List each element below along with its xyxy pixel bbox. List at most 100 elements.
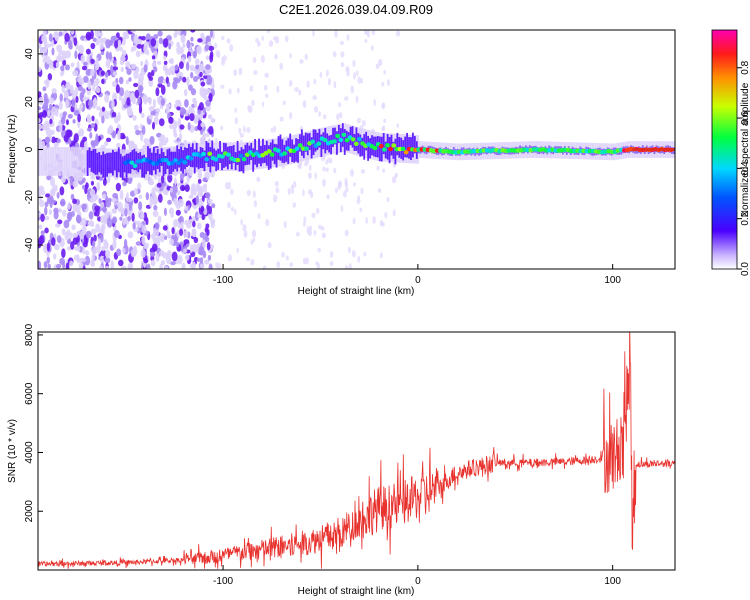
ridge-point xyxy=(322,137,328,143)
ridge-core xyxy=(380,136,383,162)
noise-blob xyxy=(174,30,178,36)
noise-blob xyxy=(288,80,293,87)
ridge-core xyxy=(98,151,101,173)
noise-blob xyxy=(168,116,174,124)
ridge-core xyxy=(406,132,408,158)
noise-blob xyxy=(159,263,163,269)
noise-blob xyxy=(87,99,94,108)
ridge-core xyxy=(378,136,381,162)
noise-blob xyxy=(276,261,281,268)
noise-blob xyxy=(99,265,104,269)
noise-blob xyxy=(90,68,95,77)
noise-blob xyxy=(340,204,344,213)
noise-blob xyxy=(98,198,102,204)
noise-blob xyxy=(187,84,193,91)
noise-blob xyxy=(302,100,307,109)
noise-blob xyxy=(94,78,100,85)
noise-blob xyxy=(69,232,73,239)
ridge-halo xyxy=(82,147,85,176)
ridge-core xyxy=(262,138,264,164)
noise-blob xyxy=(227,181,231,190)
ridge-core xyxy=(289,133,292,157)
noise-blob xyxy=(50,177,56,187)
noise-blob xyxy=(207,114,213,120)
noise-blob xyxy=(210,169,215,178)
noise-blob xyxy=(47,263,51,269)
ridge-core xyxy=(90,150,93,172)
ridge-halo xyxy=(54,147,57,176)
ridge-point xyxy=(235,157,241,163)
ridge-core xyxy=(367,135,370,161)
ridge-core xyxy=(121,156,124,181)
noise-blob xyxy=(128,201,133,212)
noise-blob xyxy=(153,205,158,211)
noise-blob xyxy=(133,188,138,196)
noise-blob xyxy=(78,128,85,137)
noise-blob xyxy=(46,110,51,117)
top-x-tick-label: 100 xyxy=(604,275,621,286)
noise-blob xyxy=(53,142,58,148)
noise-blob xyxy=(77,44,84,54)
noise-blob xyxy=(115,182,122,192)
noise-blob xyxy=(69,85,74,94)
noise-blob xyxy=(184,205,189,211)
noise-blob xyxy=(95,208,100,217)
noise-blob xyxy=(320,226,325,231)
noise-blob xyxy=(265,218,270,227)
noise-blob xyxy=(197,222,202,230)
noise-blob xyxy=(342,190,347,198)
noise-blob xyxy=(151,55,156,60)
noise-blob xyxy=(177,217,183,222)
noise-blob xyxy=(71,98,76,108)
noise-blob xyxy=(143,64,148,73)
noise-blob xyxy=(149,198,153,208)
noise-blob xyxy=(150,38,157,47)
noise-blob xyxy=(200,205,205,213)
noise-blob xyxy=(85,182,89,190)
noise-blob xyxy=(157,193,163,203)
noise-blob xyxy=(222,55,228,62)
noise-blob xyxy=(334,187,338,194)
noise-blob xyxy=(47,73,53,81)
ridge-point xyxy=(238,153,244,159)
noise-blob xyxy=(190,71,194,79)
noise-blob xyxy=(178,132,183,141)
noise-blob xyxy=(131,63,137,70)
noise-blob xyxy=(100,70,105,76)
noise-blob xyxy=(119,189,124,200)
noise-blob xyxy=(348,263,352,269)
noise-blob xyxy=(112,71,118,77)
noise-blob xyxy=(234,107,237,114)
noise-blob xyxy=(172,80,178,90)
noise-blob xyxy=(274,35,280,44)
noise-blob xyxy=(190,186,194,197)
noise-blob xyxy=(44,206,48,216)
noise-blob xyxy=(69,260,74,267)
bottom-x-axis: -100 0 100 xyxy=(213,565,621,587)
ridge-point xyxy=(132,163,138,169)
noise-blob xyxy=(111,99,115,109)
noise-blob xyxy=(183,108,187,115)
noise-blob xyxy=(101,245,106,252)
noise-blob xyxy=(199,86,205,97)
ridge-point xyxy=(353,141,359,146)
noise-blob xyxy=(41,140,46,150)
noise-blob xyxy=(383,69,386,75)
noise-blob xyxy=(175,79,181,84)
noise-blob xyxy=(125,61,131,68)
noise-blob xyxy=(179,172,184,181)
ridge-core xyxy=(104,154,107,181)
noise-blob xyxy=(132,115,137,121)
noise-blob xyxy=(105,249,111,259)
noise-blob xyxy=(179,228,184,236)
noise-blob xyxy=(230,188,234,195)
noise-blob xyxy=(113,229,120,238)
noise-blob xyxy=(121,97,125,106)
noise-blob xyxy=(87,80,92,90)
ridge-halo xyxy=(73,147,76,176)
noise-blob xyxy=(199,71,203,78)
noise-blob xyxy=(84,255,91,266)
noise-blob xyxy=(41,35,48,43)
noise-blob xyxy=(307,172,312,180)
noise-blob xyxy=(104,113,110,120)
